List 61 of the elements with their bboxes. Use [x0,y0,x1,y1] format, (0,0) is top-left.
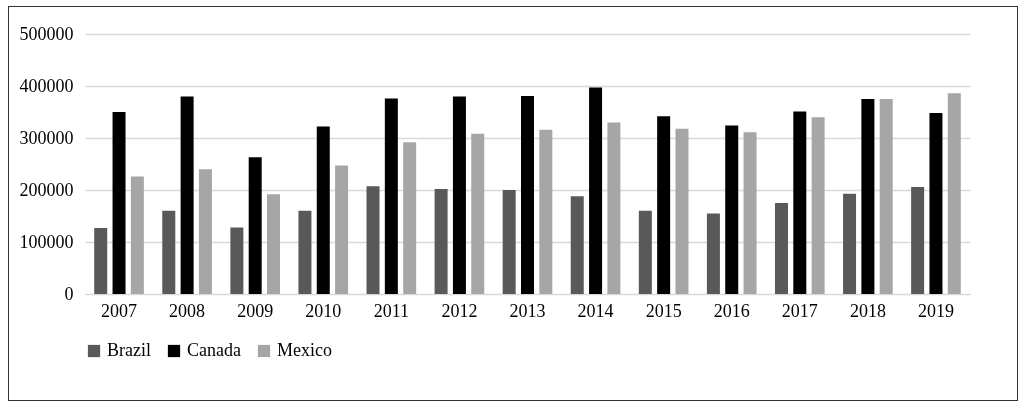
bar [843,193,857,294]
bar [162,210,176,294]
bar [366,186,380,294]
bar [947,93,961,294]
bar [743,132,757,294]
y-tick-label: 100000 [19,231,74,252]
bar [452,96,466,294]
bar [725,125,739,294]
bar [911,186,925,294]
y-tick-label: 300000 [19,127,74,148]
bar [638,210,652,294]
x-tick-label: 2009 [237,300,274,321]
bar [570,196,584,294]
y-tick-label: 0 [64,283,74,304]
bar [335,165,349,294]
x-tick-label: 2011 [373,300,410,321]
bar [180,96,194,294]
x-tick-label: 2007 [101,300,138,321]
bar [403,142,417,294]
bar [130,176,144,294]
legend-label: Mexico [277,340,332,360]
x-tick-label: 2013 [509,300,546,321]
y-tick-label: 400000 [19,75,74,96]
bar [471,133,485,294]
bar [589,87,603,294]
bar [774,203,788,294]
x-tick-label: 2008 [169,300,206,321]
bar [248,157,262,294]
x-tick-label: 2014 [577,300,614,321]
x-tick-label: 2010 [305,300,342,321]
bar [298,210,312,294]
bar [198,169,212,294]
y-tick-label: 200000 [19,179,74,200]
bar [861,99,875,294]
bar [706,213,720,294]
bar [793,111,807,294]
bar [112,112,126,294]
bar [230,227,244,294]
bar [929,113,943,294]
x-tick-label: 2015 [645,300,682,321]
x-tick-label: 2017 [781,300,818,321]
x-tick-label: 2019 [917,300,954,321]
bar [502,190,516,294]
bar [607,122,621,294]
x-tick-label: 2012 [441,300,478,321]
bar [267,194,281,294]
bar [675,128,689,294]
bar [811,117,825,294]
bar [384,98,398,294]
bar [434,188,448,294]
bar [521,95,534,294]
bar [94,227,108,294]
legend-label: Brazil [107,340,151,360]
legend-label: Canada [187,340,241,360]
bar [539,129,553,294]
bar [657,116,671,294]
x-tick-label: 2018 [849,300,886,321]
x-tick-label: 2016 [713,300,750,321]
bar [879,99,893,294]
y-tick-label: 500000 [19,23,74,44]
bar [316,126,330,294]
